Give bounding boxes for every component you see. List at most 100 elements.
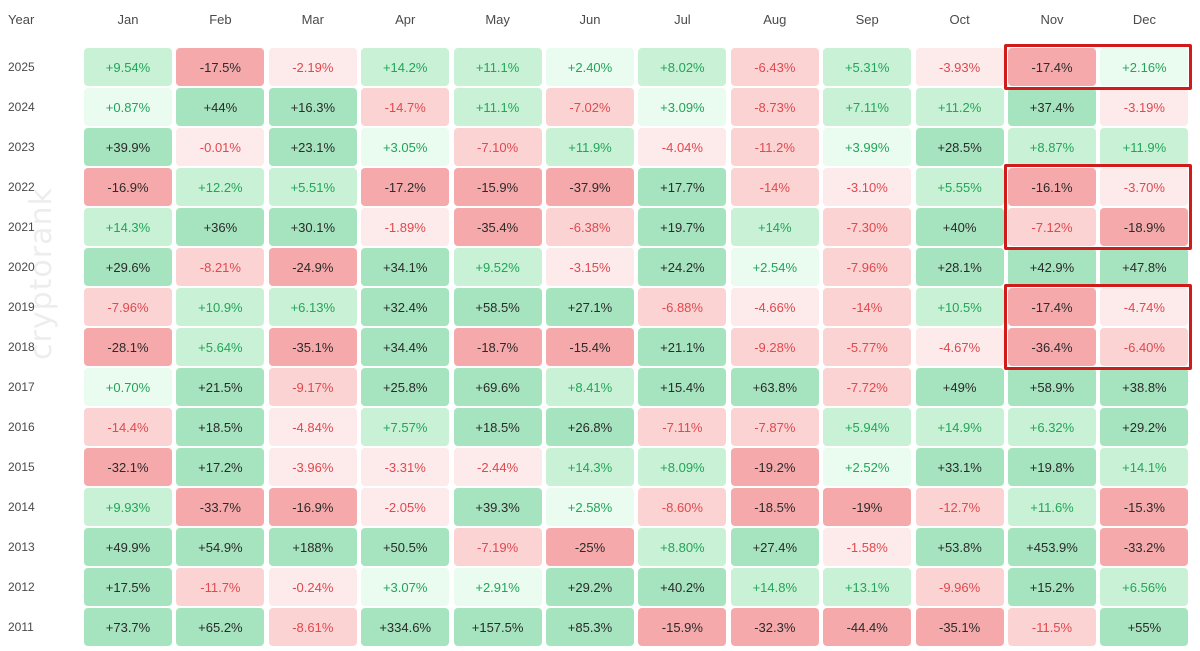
cell-2019-feb: +10.9% [176,288,265,326]
cell-2016-aug: -7.87% [730,408,819,446]
cell-2011-jul: -15.9% [638,608,727,646]
cell-2022-mar: +5.51% [268,168,357,206]
cell-2025-oct: -3.93% [915,48,1004,86]
cell-2023-nov: +8.87% [1008,128,1096,166]
cell-2021-aug: +14% [730,208,819,246]
cell-2020-nov: +42.9% [1008,248,1096,286]
cell-2016-sep: +5.94% [823,408,912,446]
cell-2024-nov: +37.4% [1008,88,1096,126]
cell-2012-mar: -0.24% [268,568,357,606]
cell-2018-jan: -28.1% [84,328,172,366]
cell-2014-feb: -33.7% [176,488,265,526]
cell-2021-dec: -18.9% [1100,208,1189,246]
cell-2019-aug: -4.66% [730,288,819,326]
cell-2018-mar: -35.1% [268,328,357,366]
cell-2014-apr: -2.05% [361,488,450,526]
cell-2016-dec: +29.2% [1100,408,1189,446]
cell-2015-sep: +2.52% [823,448,912,486]
cell-2025-feb: -17.5% [176,48,265,86]
year-label-2021: 2021 [8,220,35,234]
cell-2011-dec: +55% [1100,608,1189,646]
cell-2024-aug: -8.73% [730,88,819,126]
cell-2020-mar: -24.9% [268,248,357,286]
year-label-2014: 2014 [8,500,35,514]
cell-2014-jun: +2.58% [546,488,634,526]
cell-2017-nov: +58.9% [1008,368,1096,406]
cell-2013-may: -7.19% [453,528,542,566]
cell-2015-mar: -3.96% [268,448,357,486]
cell-2014-dec: -15.3% [1100,488,1189,526]
cell-2024-apr: -14.7% [361,88,450,126]
cell-2012-oct: -9.96% [915,568,1004,606]
cell-2023-dec: +11.9% [1100,128,1189,166]
cell-2017-aug: +63.8% [730,368,819,406]
cell-2014-mar: -16.9% [268,488,357,526]
cell-2013-mar: +188% [268,528,357,566]
cell-2020-sep: -7.96% [823,248,912,286]
cell-2015-oct: +33.1% [915,448,1004,486]
cell-2015-may: -2.44% [453,448,542,486]
cell-2023-oct: +28.5% [915,128,1004,166]
cell-2025-jun: +2.40% [546,48,634,86]
cell-2013-jan: +49.9% [84,528,172,566]
cell-2022-jun: -37.9% [546,168,634,206]
cell-2024-may: +11.1% [453,88,542,126]
cell-2016-mar: -4.84% [268,408,357,446]
month-header-apr: Apr [395,12,416,27]
cell-2012-nov: +15.2% [1008,568,1096,606]
cell-2011-sep: -44.4% [823,608,912,646]
cell-2019-may: +58.5% [453,288,542,326]
cell-2016-jan: -14.4% [84,408,172,446]
cell-2017-feb: +21.5% [176,368,265,406]
cell-2012-may: +2.91% [453,568,542,606]
month-header-feb: Feb [209,12,232,27]
year-label-2011: 2011 [8,620,34,634]
cell-2017-mar: -9.17% [268,368,357,406]
cell-2014-oct: -12.7% [915,488,1004,526]
cell-2019-jan: -7.96% [84,288,172,326]
cell-2018-apr: +34.4% [361,328,450,366]
cell-2022-dec: -3.70% [1100,168,1189,206]
cell-2024-sep: +7.11% [823,88,912,126]
year-label-2018: 2018 [8,340,35,354]
month-header-oct: Oct [949,12,970,27]
cell-2012-aug: +14.8% [730,568,819,606]
cell-2024-feb: +44% [176,88,265,126]
cell-2024-oct: +11.2% [915,88,1004,126]
cell-2022-oct: +5.55% [915,168,1004,206]
cell-2020-aug: +2.54% [730,248,819,286]
cell-2016-jul: -7.11% [638,408,727,446]
cell-2011-oct: -35.1% [915,608,1004,646]
cell-2021-jan: +14.3% [84,208,172,246]
month-header-mar: Mar [301,12,324,27]
year-label-2023: 2023 [8,140,35,154]
cell-2011-nov: -11.5% [1008,608,1096,646]
cell-2020-jan: +29.6% [84,248,172,286]
cell-2019-jun: +27.1% [546,288,634,326]
cell-2023-feb: -0.01% [176,128,265,166]
cell-2024-jan: +0.87% [84,88,172,126]
cell-2019-nov: -17.4% [1008,288,1096,326]
cell-2015-feb: +17.2% [176,448,265,486]
cell-2013-jun: -25% [546,528,634,566]
cell-2021-mar: +30.1% [268,208,357,246]
cell-2023-aug: -11.2% [730,128,819,166]
cell-2013-aug: +27.4% [730,528,819,566]
cell-2016-oct: +14.9% [915,408,1004,446]
cell-2019-dec: -4.74% [1100,288,1189,326]
cell-2012-sep: +13.1% [823,568,912,606]
cell-2011-jan: +73.7% [84,608,172,646]
month-header-may: May [485,12,510,27]
cell-2011-jun: +85.3% [546,608,634,646]
cell-2025-mar: -2.19% [268,48,357,86]
year-label-2016: 2016 [8,420,35,434]
cell-2020-jul: +24.2% [638,248,727,286]
cell-2024-mar: +16.3% [268,88,357,126]
cell-2017-oct: +49% [915,368,1004,406]
cell-2021-jul: +19.7% [638,208,727,246]
cell-2018-aug: -9.28% [730,328,819,366]
cell-2021-jun: -6.38% [546,208,634,246]
cell-2022-apr: -17.2% [361,168,450,206]
cell-2012-jun: +29.2% [546,568,634,606]
